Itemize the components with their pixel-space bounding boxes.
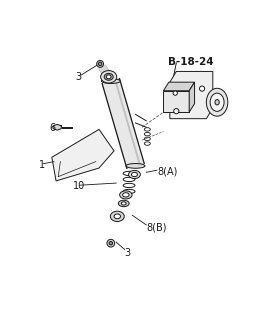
Ellipse shape [129,171,140,179]
Circle shape [173,91,177,95]
Polygon shape [170,71,213,119]
Ellipse shape [101,79,120,84]
Ellipse shape [123,193,129,197]
Text: 3: 3 [75,72,81,82]
Circle shape [98,62,102,66]
Text: B-18-24: B-18-24 [168,57,213,67]
Ellipse shape [106,75,111,79]
Ellipse shape [114,214,120,219]
Circle shape [199,86,205,91]
Ellipse shape [132,172,137,177]
Polygon shape [53,124,61,130]
Ellipse shape [120,191,132,199]
Circle shape [107,239,115,247]
Text: 3: 3 [125,248,131,258]
Polygon shape [163,91,189,112]
Ellipse shape [126,164,145,168]
Ellipse shape [206,88,228,116]
Text: 8(B): 8(B) [146,222,167,232]
Polygon shape [52,129,114,181]
Polygon shape [102,79,144,168]
Polygon shape [163,82,194,91]
Ellipse shape [101,71,117,83]
Text: 1: 1 [39,160,45,170]
Text: 10: 10 [73,181,86,191]
Ellipse shape [104,73,113,80]
Circle shape [174,108,179,114]
Circle shape [109,242,112,245]
Polygon shape [189,82,194,112]
Ellipse shape [215,100,219,105]
Text: 8(A): 8(A) [157,166,177,176]
Ellipse shape [210,93,224,111]
Ellipse shape [118,200,129,207]
Circle shape [97,60,104,67]
Polygon shape [99,65,114,83]
Text: 6: 6 [50,123,56,133]
Ellipse shape [110,211,124,221]
Ellipse shape [121,202,126,205]
